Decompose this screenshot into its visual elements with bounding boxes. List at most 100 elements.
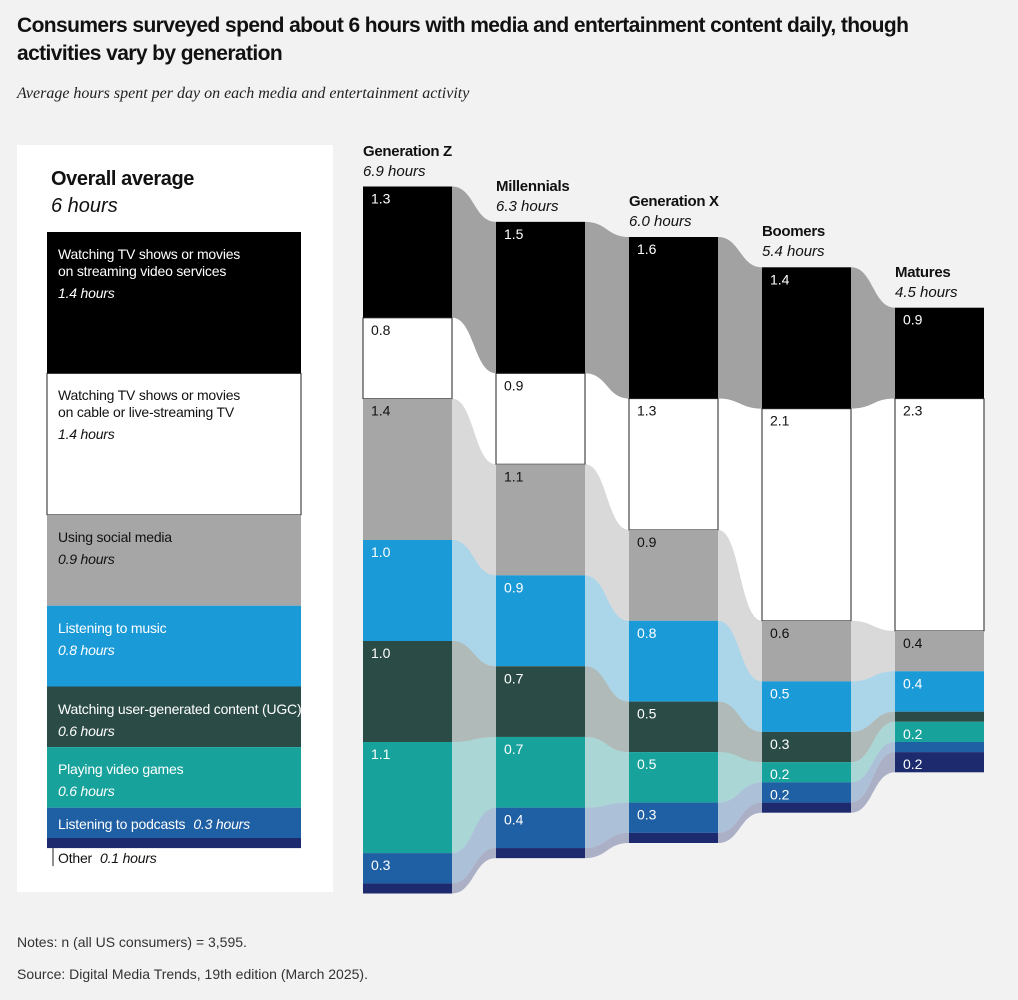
series-name: Listening to podcasts <box>58 815 186 832</box>
category-total: 4.5 hours <box>895 283 958 301</box>
value-label: 0.5 <box>637 706 657 722</box>
segment <box>496 221 585 374</box>
flow <box>718 529 762 682</box>
value-label: 0.3 <box>770 736 790 752</box>
value-label: 2.3 <box>903 403 923 419</box>
value-label: 1.4 hours <box>58 285 115 301</box>
flow <box>452 540 496 667</box>
overall-segment <box>47 232 301 374</box>
segment <box>894 398 985 632</box>
flow <box>851 671 895 732</box>
value-label: 0.2 <box>770 766 790 782</box>
overall-segment <box>47 514 301 606</box>
flow <box>585 832 629 859</box>
overall-segment <box>47 838 301 849</box>
value-label: 0.9 <box>504 579 524 595</box>
series-name: Using social media <box>58 528 172 545</box>
overall-segment <box>47 747 301 808</box>
notes: Notes: n (all US consumers) = 3,595. <box>17 934 247 950</box>
value-label: 1.3 <box>371 191 391 207</box>
segment <box>895 671 984 712</box>
flow <box>851 752 895 813</box>
series-name: Watching TV shows or movies on streaming… <box>58 246 241 279</box>
value-label: 1.3 <box>637 403 657 419</box>
value-label: 1.1 <box>371 746 391 762</box>
flow <box>585 373 629 530</box>
source: Source: Digital Media Trends, 19th editi… <box>17 966 368 982</box>
overall-segment <box>47 686 301 748</box>
flow <box>452 848 496 894</box>
segment <box>895 752 984 773</box>
flow <box>718 620 762 732</box>
segment <box>363 883 452 894</box>
value-label: 0.6 hours <box>58 722 115 739</box>
flows <box>452 186 895 894</box>
value-label: 0.9 <box>637 534 657 550</box>
value-label: 0.4 <box>903 635 923 651</box>
flow <box>452 186 496 374</box>
value-label: 0.4 <box>504 812 524 828</box>
segment <box>629 529 718 621</box>
segment <box>363 398 452 540</box>
value-label: 0.6 hours <box>58 783 115 800</box>
value-label: 0.2 <box>903 726 923 742</box>
value-label: 1.0 <box>371 544 391 560</box>
flow <box>585 666 629 753</box>
overall-title: Overall average <box>51 168 194 190</box>
flow <box>718 398 762 621</box>
segment <box>363 540 452 641</box>
overall-segment <box>47 807 301 838</box>
overall-label: Listening to podcasts 0.3 hours <box>58 816 298 833</box>
segment <box>363 853 452 884</box>
category-label: Generation Z <box>363 142 452 160</box>
flow <box>851 398 895 631</box>
segment <box>363 742 452 854</box>
overall-total: 6 hours <box>51 195 118 217</box>
segment <box>496 807 585 849</box>
category-total: 6.0 hours <box>629 213 692 230</box>
value-label: 0.9 <box>504 377 524 393</box>
value-label: 0.5 <box>770 685 790 701</box>
segment <box>895 307 984 399</box>
chart-title: Consumers surveyed spend about 6 hours w… <box>17 14 909 65</box>
category-total: 6.3 hours <box>496 197 559 215</box>
segment <box>496 575 585 667</box>
segment <box>362 317 453 400</box>
flow <box>452 317 496 465</box>
value-label: 0.3 hours <box>193 815 250 832</box>
value-label: 1.1 <box>504 468 524 484</box>
segment <box>496 736 585 808</box>
segment <box>895 742 984 753</box>
overall-label: Using social media 0.9 hours <box>58 529 308 568</box>
value-label: 1.4 <box>770 271 790 287</box>
flow <box>585 464 629 621</box>
flow <box>585 736 629 808</box>
segment <box>496 666 585 737</box>
overall-label: Watching user-generated content (UGC) 0.6… <box>58 701 320 740</box>
segment <box>629 237 718 399</box>
overall-label: Other 0.1 hours <box>58 850 308 867</box>
flow <box>452 398 496 576</box>
value-label: 0.2 <box>903 756 923 772</box>
segment <box>761 408 852 622</box>
series-name: Playing video games <box>58 761 184 778</box>
series-name: Listening to music <box>58 619 167 636</box>
flow <box>851 721 895 783</box>
value-label: 0.5 <box>637 756 657 772</box>
flow <box>718 701 762 763</box>
category-total: 5.4 hours <box>762 243 825 261</box>
value-label: 0.8 <box>371 322 391 338</box>
flow <box>718 802 762 843</box>
value-label: 1.4 hours <box>58 426 115 443</box>
segment <box>629 832 718 843</box>
flow <box>718 782 762 833</box>
segment <box>363 641 452 742</box>
category-label: Matures <box>895 263 951 281</box>
category-label: Generation X <box>629 193 719 210</box>
segment <box>895 711 984 722</box>
value-label: 0.2 <box>770 786 790 802</box>
value-label: 0.9 hours <box>58 550 115 567</box>
segment <box>762 681 851 732</box>
